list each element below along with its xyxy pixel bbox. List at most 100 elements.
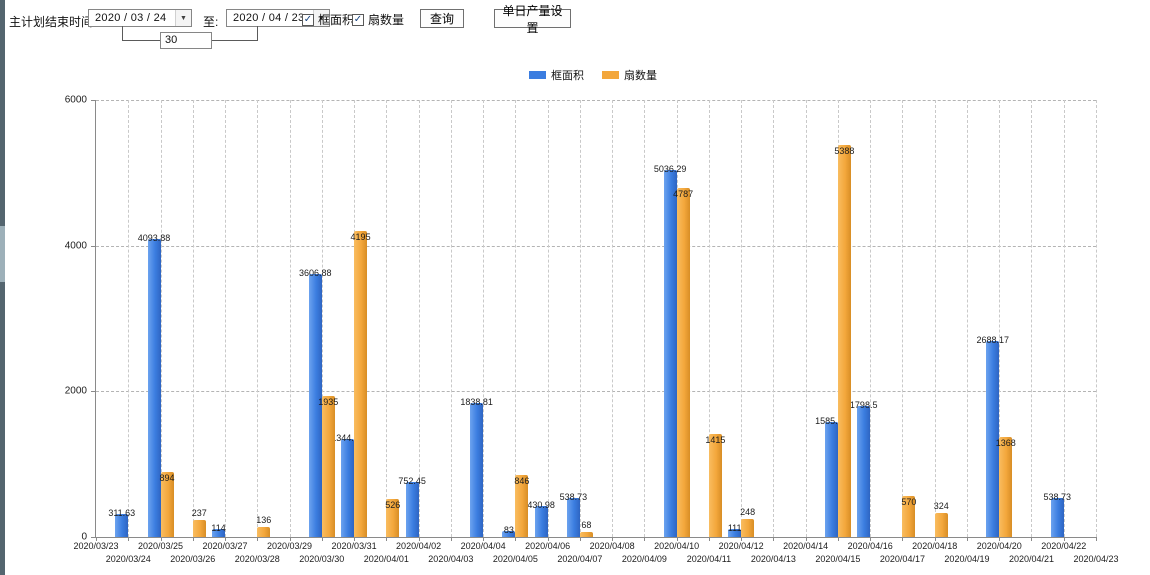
chart-legend: 框面积 扇数量 xyxy=(529,67,657,83)
bar-frame-area xyxy=(341,439,355,537)
x-axis-tick xyxy=(612,537,614,541)
bar-value-label: 4093.88 xyxy=(137,232,171,243)
bar-frame-area xyxy=(147,238,161,537)
x-axis-tick xyxy=(128,537,130,541)
bar-value-label: 248 xyxy=(740,506,756,517)
x-axis-tick xyxy=(547,537,549,541)
x-axis-tick xyxy=(1096,537,1097,541)
x-axis-label: 2020/04/21 xyxy=(1008,554,1054,564)
plan-end-time-label: 主计划结束时间: xyxy=(9,15,97,29)
interval-days-input[interactable]: 30 xyxy=(160,32,212,49)
y-axis-tick xyxy=(91,537,96,538)
bar-value-label: 2688.17 xyxy=(976,335,1009,346)
bar-value-label: 311.63 xyxy=(108,508,136,519)
gridline-vertical xyxy=(644,100,646,537)
bar-fan-count xyxy=(515,475,529,537)
bar-value-label: 324 xyxy=(933,501,949,512)
x-axis-label: 2020/04/18 xyxy=(912,541,958,551)
x-axis-tick xyxy=(741,537,743,541)
bar-frame-area xyxy=(663,170,677,537)
collapsed-side-panel xyxy=(0,0,5,575)
bar-value-label: 526 xyxy=(385,499,401,510)
gridline-vertical xyxy=(225,100,227,537)
bar-value-label: 68 xyxy=(581,520,592,531)
fan-count-checkbox-label: 扇数量 xyxy=(368,13,405,27)
bar-fan-count xyxy=(934,513,948,537)
gridline-vertical xyxy=(1031,100,1033,537)
x-axis-tick xyxy=(837,537,839,541)
x-axis-label: 2020/04/23 xyxy=(1073,554,1119,564)
gridline-vertical xyxy=(934,100,936,537)
x-axis-label: 2020/04/10 xyxy=(654,541,700,551)
bar-fan-count xyxy=(192,519,206,537)
x-axis-label: 2020/04/16 xyxy=(847,541,893,551)
gridline-vertical xyxy=(128,100,130,537)
legend-item-fan-count: 扇数量 xyxy=(602,67,657,83)
daily-output-settings-button[interactable]: 单日产量设置 xyxy=(494,4,571,35)
x-axis-tick xyxy=(160,537,162,541)
bar-frame-area xyxy=(728,528,742,537)
x-axis-label: 2020/04/13 xyxy=(750,554,796,564)
y-axis-tick xyxy=(91,391,96,393)
x-axis-label: 2020/03/24 xyxy=(105,554,151,564)
connector-line xyxy=(122,26,161,41)
bar-value-label: 538.73 xyxy=(1043,491,1071,502)
gridline-horizontal xyxy=(96,100,1096,101)
bar-value-label: 1585.96 xyxy=(815,415,848,426)
gridline-vertical xyxy=(1063,100,1065,537)
x-axis-tick xyxy=(386,537,388,541)
legend-item-frame-area: 框面积 xyxy=(529,67,584,83)
x-axis-tick xyxy=(257,537,259,541)
bar-frame-area xyxy=(534,505,548,537)
fan-count-checkbox[interactable]: ✓ 扇数量 xyxy=(352,11,404,28)
bar-fan-count xyxy=(579,532,593,537)
connector-line xyxy=(207,26,258,41)
gridline-vertical xyxy=(386,100,388,537)
x-axis-tick xyxy=(902,537,904,541)
x-axis-tick xyxy=(1063,537,1065,541)
checkmark-icon: ✓ xyxy=(352,13,364,26)
gridline-vertical xyxy=(805,100,807,537)
bar-value-label: 4195 xyxy=(350,232,371,243)
query-button[interactable]: 查询 xyxy=(420,9,464,28)
x-axis-label: 2020/04/01 xyxy=(363,554,409,564)
frame-area-checkbox-label: 框面积 xyxy=(318,13,355,27)
bar-value-label: 237 xyxy=(191,507,207,518)
gridline-vertical xyxy=(321,100,323,537)
bar-frame-area xyxy=(502,530,516,537)
x-axis-label: 2020/04/17 xyxy=(879,554,925,564)
y-axis-tick xyxy=(91,100,96,101)
bar-chart: 0 2000 4000 6000 2020/03/23 2020/03/24 2020/03… xyxy=(65,95,1119,565)
legend-label: 扇数量 xyxy=(624,70,657,82)
y-axis-label: 6000 xyxy=(64,94,87,106)
x-axis-tick xyxy=(289,537,291,541)
x-axis-label: 2020/04/09 xyxy=(621,554,667,564)
y-axis-label: 0 xyxy=(81,531,87,543)
date-from-picker[interactable]: 2020 / 03 / 24 ▼ xyxy=(88,9,192,27)
bar-fan-count xyxy=(999,437,1013,537)
x-axis-label: 2020/04/05 xyxy=(492,554,538,564)
x-axis-tick xyxy=(644,537,646,541)
x-axis-tick xyxy=(515,537,517,541)
gridline-vertical xyxy=(547,100,549,537)
frame-area-checkbox[interactable]: ✓ 框面积 xyxy=(302,11,354,28)
chevron-down-icon[interactable]: ▼ xyxy=(175,10,191,26)
bar-value-label: 894 xyxy=(159,472,175,483)
gridline-vertical xyxy=(579,100,581,537)
legend-label: 框面积 xyxy=(551,70,584,82)
bar-frame-area xyxy=(566,497,580,537)
x-axis-tick xyxy=(966,537,968,541)
y-axis-label: 4000 xyxy=(64,240,87,252)
x-axis-tick xyxy=(579,537,581,541)
x-axis-label: 2020/04/07 xyxy=(557,554,603,564)
panel-splitter-handle[interactable] xyxy=(0,226,5,282)
x-axis-tick xyxy=(999,537,1001,541)
x-axis-tick xyxy=(708,537,710,541)
x-axis-label: 2020/03/30 xyxy=(299,554,345,564)
bar-value-label: 538.73 xyxy=(559,491,588,502)
bar-value-label: 752.45 xyxy=(398,476,426,487)
bar-frame-area xyxy=(1050,497,1064,537)
x-axis-label: 2020/04/19 xyxy=(944,554,990,564)
x-axis-tick xyxy=(870,537,872,541)
x-axis-label: 2020/04/15 xyxy=(815,554,861,564)
